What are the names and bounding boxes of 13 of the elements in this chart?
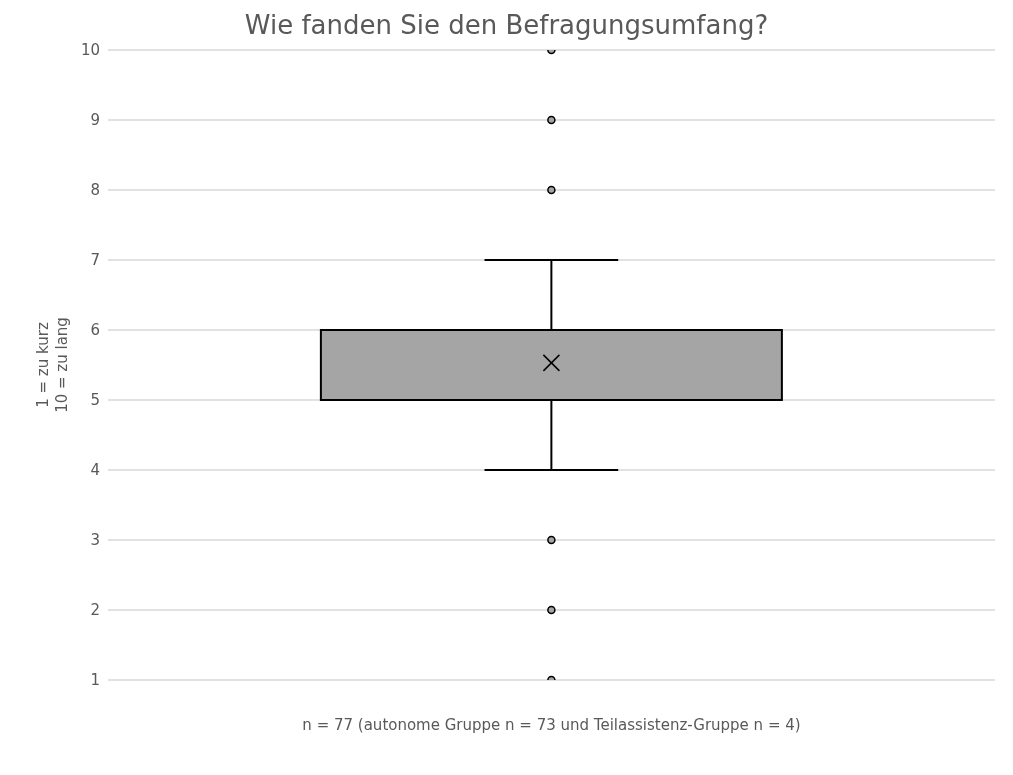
y-tick-label: 4 [90, 461, 100, 480]
y-tick-label: 9 [90, 111, 100, 130]
y-tick-label: 3 [90, 531, 100, 550]
x-axis-title: n = 77 (autonome Gruppe n = 73 und Teilassistenz-Gruppe n = 4) [302, 716, 801, 734]
y-tick-label: 2 [90, 601, 100, 620]
y-axis-title: 1 = zu kurz 10 = zu lang [34, 317, 71, 413]
y-tick-label: 6 [90, 321, 100, 340]
y-tick-label: 1 [90, 671, 100, 690]
chart-title: Wie fanden Sie den Befragungsumfang? [243, 9, 770, 40]
y-tick-label: 8 [90, 181, 100, 200]
y-tick-label: 5 [90, 391, 100, 410]
y-tick-label: 7 [90, 251, 100, 270]
y-tick-label: 10 [80, 41, 100, 60]
